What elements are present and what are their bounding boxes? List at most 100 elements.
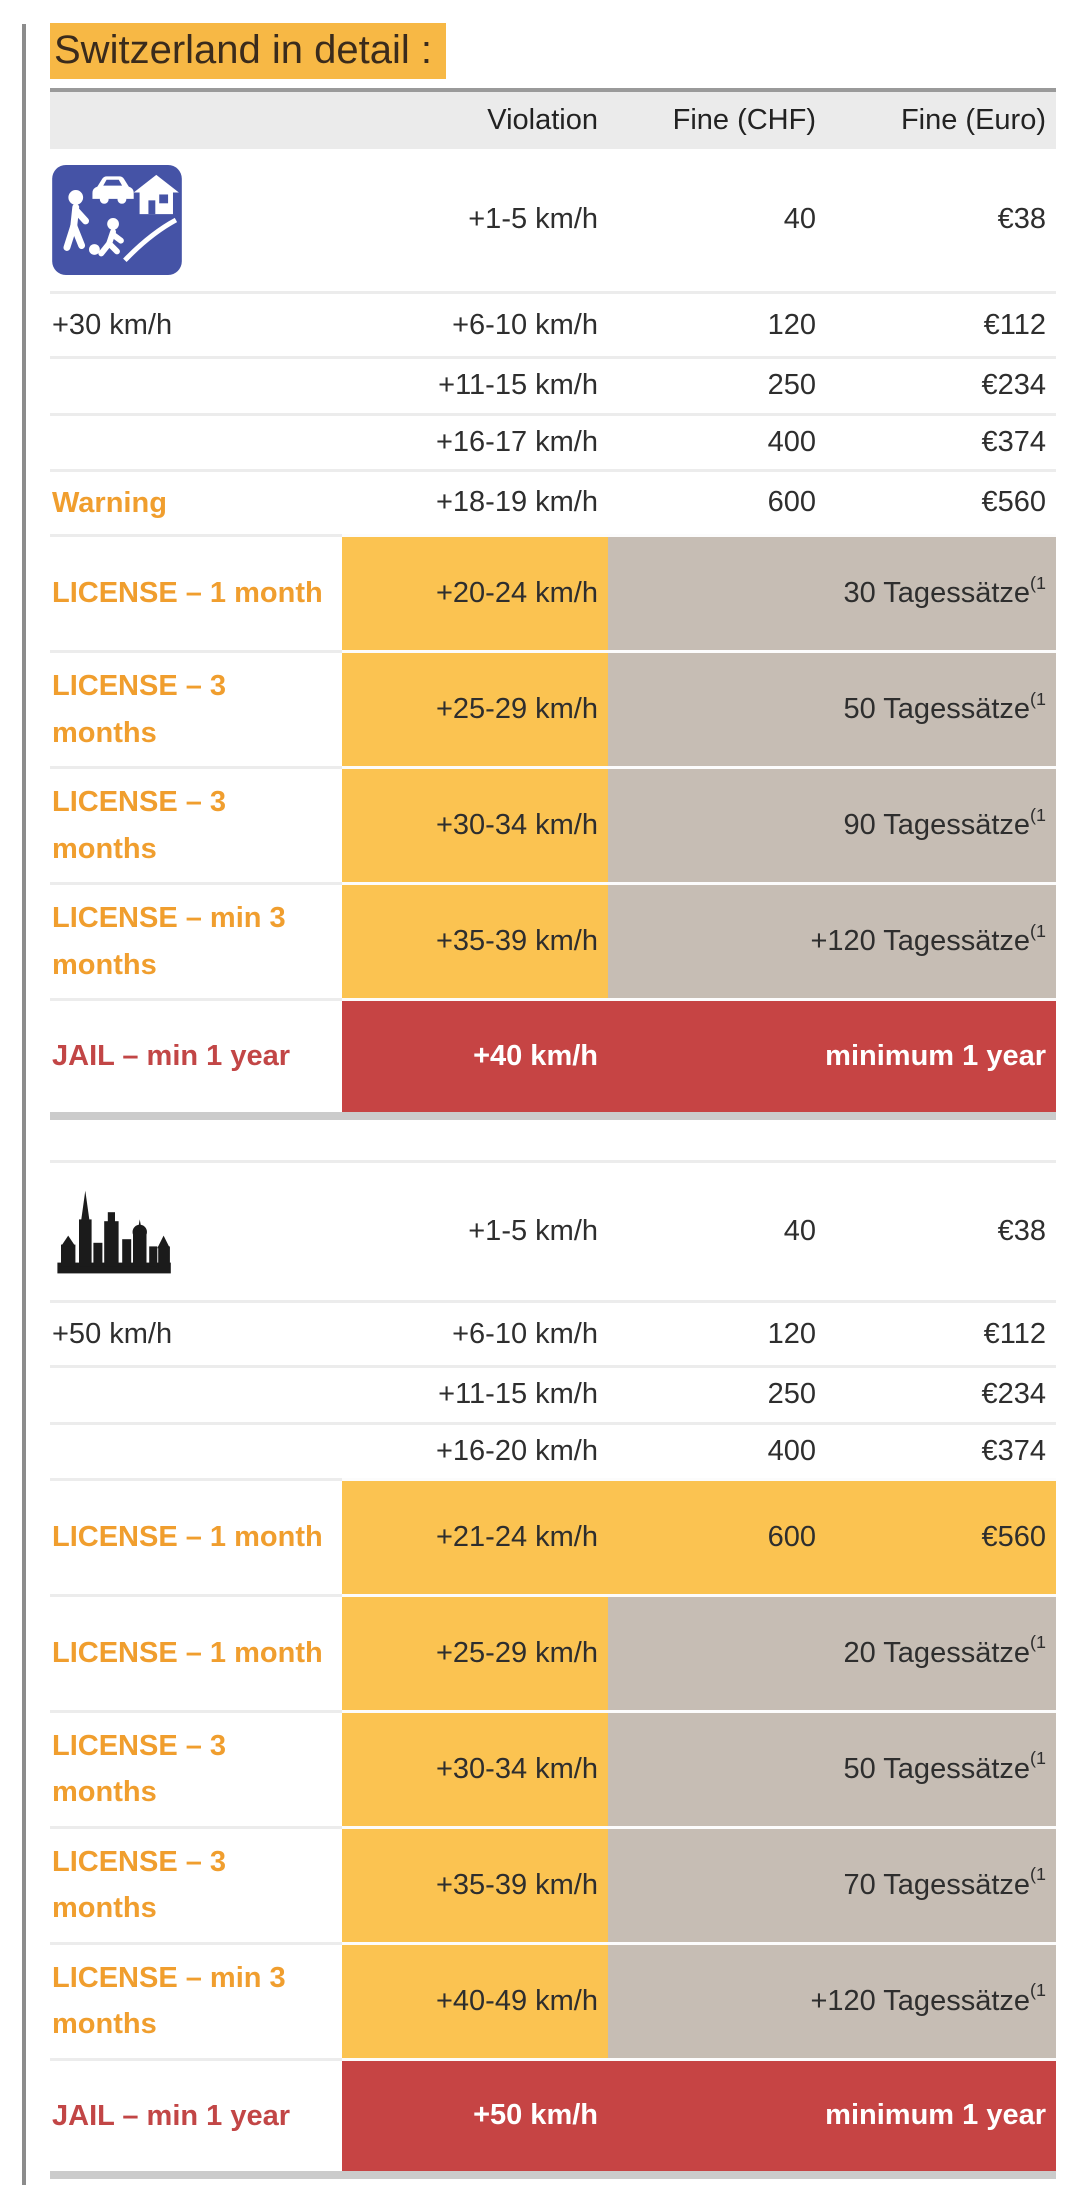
violation-cell: +6-10 km/h: [342, 290, 608, 358]
violation-cell: +25-29 km/h: [342, 650, 608, 768]
violation-cell: +21-24 km/h: [342, 1477, 608, 1596]
row-label: [50, 1365, 342, 1423]
header-zone: [50, 88, 342, 149]
jail-term-cell: minimum 1 year: [608, 2057, 1056, 2176]
table-end-bar: [50, 2171, 1056, 2185]
violation-cell: +20-24 km/h: [342, 534, 608, 652]
section-50kmh: +1-5 km/h 40 €38 +50 km/h +6-10 km/h 120 €112 +…: [50, 1160, 1056, 2176]
table-row: LICENSE – min 3 months +35-39 km/h +120 Ta…: [50, 882, 1056, 1000]
fine-euro-cell: €234: [826, 1365, 1056, 1423]
city-skyline-icon: [57, 1190, 171, 1273]
row-label: LICENSE – 3 months: [50, 650, 342, 768]
fine-euro-cell: €234: [826, 356, 1056, 414]
header-row: Violation Fine (CHF) Fine (Euro): [50, 88, 1056, 149]
table-row: LICENSE – 3 months +25-29 km/h 50 Tagessät…: [50, 650, 1056, 768]
fine-euro-cell: €38: [997, 203, 1046, 236]
table-row: LICENSE – 1 month +20-24 km/h 30 Tagessätz…: [50, 534, 1056, 652]
row-label: LICENSE – 3 months: [50, 1709, 342, 1828]
violation-cell: +30-34 km/h: [342, 766, 608, 884]
table-row: +30 km/h +6-10 km/h 120 €112: [50, 290, 1056, 358]
header-violation: Violation: [342, 88, 608, 149]
row-label: LICENSE – 3 months: [50, 1825, 342, 1944]
row-label: LICENSE – 1 month: [50, 1477, 342, 1596]
violation-cell: +1-5 km/h: [342, 1160, 608, 1302]
penalty-cell: +120 Tagessätze(1: [608, 882, 1056, 1000]
violation-cell: +35-39 km/h: [342, 882, 608, 1000]
violation-cell: +11-15 km/h: [342, 1365, 608, 1423]
table-row: JAIL – min 1 year +50 km/h minimum 1 year: [50, 2057, 1056, 2176]
footnote-marker: (1: [1030, 1748, 1046, 1769]
fine-chf-cell: 120: [608, 1299, 826, 1367]
violation-cell: +50 km/h: [342, 2057, 608, 2176]
penalty-cell: +120 Tagessätze(1: [608, 1941, 1056, 2060]
section-divider-body: [50, 1111, 1056, 1162]
penalty-cell: 20 Tagessätze(1: [608, 1593, 1056, 1712]
table-row: +16-17 km/h 400 €374: [50, 412, 1056, 471]
violation-cell: +18-19 km/h: [342, 468, 608, 536]
penalty-cell: 70 Tagessätze(1: [608, 1825, 1056, 1944]
page-left-rule: [22, 24, 26, 2185]
fine-chf-cell: 600: [608, 468, 826, 536]
row-label: [50, 1421, 342, 1480]
fine-chf-cell: 400: [608, 412, 826, 471]
table-row: LICENSE – 3 months +30-34 km/h 50 Tagessät…: [50, 1709, 1056, 1828]
section-30kmh: +1-5 km/h 40 €38 +30 km/h +6-10 km/h 120 €112 +…: [50, 149, 1056, 1116]
fine-euro-cell: €112: [826, 1299, 1056, 1367]
table-row: +11-15 km/h 250 €234: [50, 1365, 1056, 1423]
penalty-cell: 30 Tagessätze(1: [608, 534, 1056, 652]
violation-cell: +25-29 km/h: [342, 1593, 608, 1712]
table-row: Warning +18-19 km/h 600 €560: [50, 468, 1056, 536]
table-row: +1-5 km/h 40 €38: [50, 149, 1056, 293]
row-label: Warning: [50, 468, 342, 536]
footnote-marker: (1: [1030, 920, 1046, 941]
fine-euro-cell: €38: [826, 1160, 1056, 1302]
fine-euro-cell: €112: [826, 290, 1056, 358]
footnote-marker: (1: [1030, 688, 1046, 709]
violation-cell: +16-20 km/h: [342, 1421, 608, 1480]
row-label: [50, 356, 342, 414]
row-label: LICENSE – 1 month: [50, 1593, 342, 1712]
row-label: LICENSE – min 3 months: [50, 882, 342, 1000]
fine-chf-cell: 400: [608, 1421, 826, 1480]
row-label: LICENSE – 1 month: [50, 534, 342, 652]
row-label: +50 km/h: [50, 1299, 342, 1367]
footnote-marker: (1: [1030, 1980, 1046, 2001]
fine-euro-cell: €374: [826, 1421, 1056, 1480]
fine-euro-cell: €560: [826, 468, 1056, 536]
violation-cell: +6-10 km/h: [342, 1299, 608, 1367]
table-end-bar-body: [50, 2171, 1056, 2185]
zone-icon-cell: [50, 1160, 342, 1302]
table-row: +1-5 km/h 40 €38: [50, 1160, 1056, 1302]
violation-cell: +30-34 km/h: [342, 1709, 608, 1828]
footnote-marker: (1: [1030, 1632, 1046, 1653]
row-label: +30 km/h: [50, 290, 342, 358]
violation-cell: +40-49 km/h: [342, 1941, 608, 2060]
violation-cell: +16-17 km/h: [342, 412, 608, 471]
table-row: JAIL – min 1 year +40 km/h minimum 1 year: [50, 998, 1056, 1116]
violation-cell: +35-39 km/h: [342, 1825, 608, 1944]
jail-term-cell: minimum 1 year: [608, 998, 1056, 1116]
page-title-highlight: Switzerland in detail :: [50, 23, 446, 79]
penalty-cell: 50 Tagessätze(1: [608, 1709, 1056, 1828]
table-row: LICENSE – 1 month +25-29 km/h 20 Tagessätz…: [50, 1593, 1056, 1712]
fine-euro-cell: €560: [826, 1477, 1056, 1596]
violation-cell: +11-15 km/h: [342, 356, 608, 414]
table-row: LICENSE – min 3 months +40-49 km/h +120 Ta…: [50, 1941, 1056, 2060]
footnote-marker: (1: [1030, 804, 1046, 825]
fine-chf-cell: 250: [608, 1365, 826, 1423]
fine-chf-cell: 250: [608, 356, 826, 414]
residential-zone-sign-icon: [52, 165, 182, 275]
fine-chf-cell: 40: [783, 203, 816, 236]
header-fine-chf: Fine (CHF): [608, 88, 826, 149]
fine-chf-cell: 600: [608, 1477, 826, 1596]
table-row: LICENSE – 3 months +35-39 km/h 70 Tagessät…: [50, 1825, 1056, 1944]
fines-table: Violation Fine (CHF) Fine (Euro) +1-5 km…: [50, 88, 1056, 2185]
header-fine-euro: Fine (Euro): [826, 88, 1056, 149]
row-label: JAIL – min 1 year: [50, 2057, 342, 2176]
penalty-cell: 50 Tagessätze(1: [608, 650, 1056, 768]
violation-cell: +40 km/h: [342, 998, 608, 1116]
table-row: LICENSE – 3 months +30-34 km/h 90 Tagessät…: [50, 766, 1056, 884]
penalty-cell: 90 Tagessätze(1: [608, 766, 1056, 884]
table-row: +50 km/h +6-10 km/h 120 €112: [50, 1299, 1056, 1367]
fine-euro-cell: €374: [826, 412, 1056, 471]
